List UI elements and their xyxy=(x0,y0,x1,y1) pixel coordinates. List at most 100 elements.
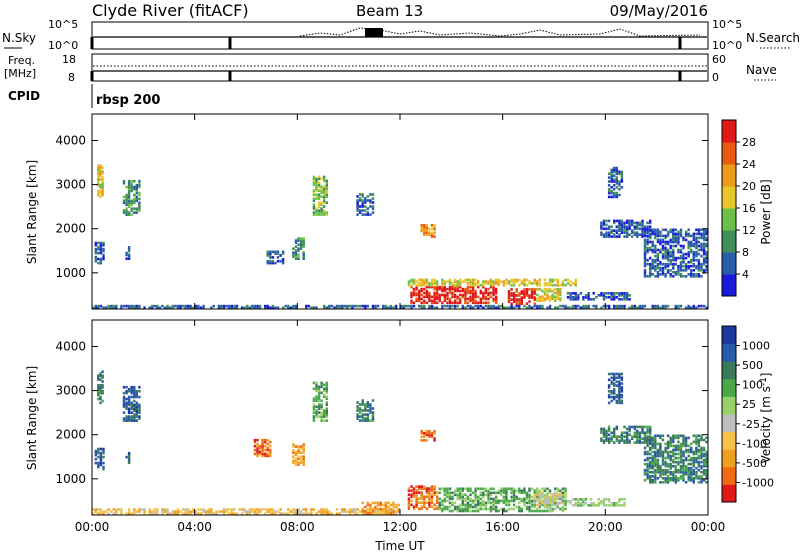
power-cell xyxy=(163,306,167,309)
power-cell xyxy=(305,304,308,308)
velocity-cell xyxy=(361,507,364,511)
power-cell xyxy=(366,207,369,210)
power-cell xyxy=(430,224,434,227)
velocity-cell xyxy=(94,457,97,461)
velocity-cell xyxy=(376,501,380,505)
power-cell xyxy=(127,189,131,193)
velocity-cell xyxy=(643,431,647,435)
velocity-cell xyxy=(651,460,654,464)
velocity-cell xyxy=(679,454,683,458)
power-cell xyxy=(495,289,498,293)
power-cell xyxy=(425,285,429,289)
velocity-cell xyxy=(466,497,470,501)
velocity-cell xyxy=(618,504,621,507)
velocity-cell xyxy=(690,448,693,452)
velocity-cell xyxy=(420,507,423,511)
velocity-cell xyxy=(125,407,128,411)
velocity-cell xyxy=(415,489,418,492)
velocity-cell xyxy=(497,499,500,503)
power-cell xyxy=(695,244,698,248)
power-cell xyxy=(548,288,552,291)
velocity-cell xyxy=(602,502,606,505)
power-cell xyxy=(346,304,349,308)
velocity-cell xyxy=(543,493,547,497)
velocity-cell xyxy=(620,399,624,403)
power-cell xyxy=(702,228,706,232)
velocity-cell xyxy=(474,493,477,497)
power-cell xyxy=(127,246,131,249)
power-cell xyxy=(307,304,310,308)
velocity-cell xyxy=(656,460,660,464)
velocity-cell xyxy=(625,441,629,444)
velocity-cell xyxy=(692,477,695,480)
velocity-cell xyxy=(628,429,631,433)
power-cell xyxy=(461,289,464,293)
power-cell xyxy=(138,181,141,185)
velocity-cell xyxy=(607,427,611,431)
power-cell xyxy=(299,241,303,244)
velocity-cell xyxy=(512,507,516,511)
velocity-cell xyxy=(448,487,452,491)
velocity-cell xyxy=(664,468,667,472)
velocity-cell xyxy=(564,503,567,507)
n-search-label: N.Search xyxy=(746,31,800,45)
velocity-cell xyxy=(253,438,257,442)
power-cell xyxy=(664,242,667,246)
velocity-cell xyxy=(351,510,354,513)
power-cell xyxy=(97,189,100,193)
velocity-cell xyxy=(102,465,105,469)
velocity-cell xyxy=(682,438,685,442)
velocity-cell xyxy=(518,491,521,495)
power-cell xyxy=(602,294,606,297)
power-cell xyxy=(453,287,457,291)
power-cell xyxy=(366,304,369,308)
velocity-cell xyxy=(695,436,698,440)
velocity-cell xyxy=(369,409,372,412)
velocity-cell xyxy=(682,452,685,456)
velocity-cell xyxy=(143,512,146,515)
power-cell xyxy=(456,289,459,293)
velocity-cell xyxy=(633,425,636,429)
power-cell xyxy=(666,250,670,254)
power-cell xyxy=(507,280,511,283)
velocity-cell xyxy=(384,509,387,513)
power-cell xyxy=(533,292,536,295)
power-cell xyxy=(661,246,665,250)
velocity-cell xyxy=(364,505,367,509)
power-cell xyxy=(325,193,328,196)
velocity-cell xyxy=(666,444,670,448)
velocity-cell xyxy=(482,499,485,503)
velocity-cell xyxy=(459,507,462,511)
power-cell xyxy=(533,298,536,301)
velocity-cell xyxy=(138,415,141,418)
power-cell xyxy=(551,297,554,300)
power-cell xyxy=(613,166,616,170)
power-cell xyxy=(492,297,495,301)
velocity-cell xyxy=(466,509,470,513)
power-cell xyxy=(335,304,339,308)
velocity-cell xyxy=(479,501,482,505)
power-cell xyxy=(672,230,675,234)
velocity-cell xyxy=(294,508,298,511)
power-cell xyxy=(525,288,529,291)
velocity-cell xyxy=(589,502,593,505)
power-cell xyxy=(600,294,603,297)
velocity-cell xyxy=(484,503,488,507)
velocity-cell xyxy=(548,497,552,501)
power-cell xyxy=(320,213,323,216)
power-cell xyxy=(661,234,665,238)
velocity-cell xyxy=(420,491,423,494)
power-cell xyxy=(577,304,580,308)
power-cell xyxy=(684,269,688,272)
velocity-cell xyxy=(253,448,257,452)
power-cell xyxy=(615,176,618,179)
velocity-cell xyxy=(299,459,303,462)
power-cell xyxy=(428,299,431,303)
velocity-cell xyxy=(610,380,613,383)
velocity-cell xyxy=(679,434,683,438)
velocity-cell xyxy=(677,446,680,450)
velocity-cell xyxy=(536,489,539,493)
power-cell xyxy=(441,293,444,297)
power-cell xyxy=(233,304,236,308)
velocity-cell xyxy=(656,466,660,470)
